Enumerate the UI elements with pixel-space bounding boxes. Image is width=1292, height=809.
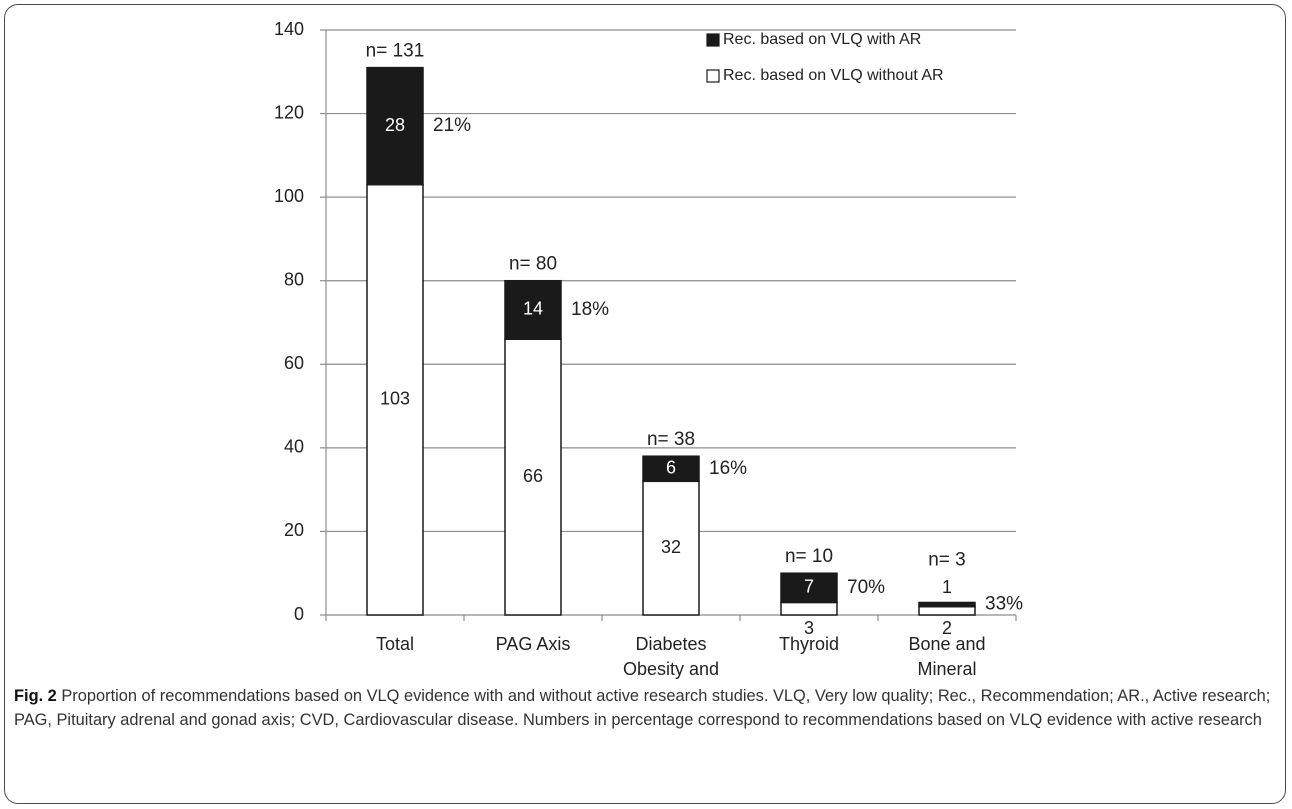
gridlines [326, 29, 1016, 533]
legend-label-0: Rec. based on VLQ with AR [723, 31, 921, 48]
x-label-4-line-1: Mineral [917, 659, 976, 679]
x-label-3-line-0: Thyroid [779, 634, 839, 654]
legend-swatch-0 [706, 33, 720, 47]
total-label-1: n= 80 [509, 254, 557, 275]
y-tick-label-80: 80 [284, 269, 304, 289]
bar-upper-4 [918, 601, 976, 608]
bar-upper-0 [366, 66, 424, 186]
value-label-upper-2: 6 [666, 458, 676, 478]
value-label-upper-1: 14 [523, 299, 543, 319]
y-tick-label-140: 140 [274, 19, 304, 39]
bar-lower-0 [366, 183, 424, 616]
value-label-upper-0: 28 [385, 115, 405, 135]
total-label-0: n= 131 [366, 41, 425, 62]
total-label-2: n= 38 [647, 429, 695, 450]
percent-label-2: 16% [709, 458, 747, 479]
y-tick-label-60: 60 [284, 353, 304, 373]
y-tick-label-100: 100 [274, 186, 304, 206]
bar-lower-4 [918, 605, 976, 616]
bar-upper-1 [504, 279, 562, 340]
bar-upper-2 [642, 455, 700, 483]
total-label-4: n= 3 [928, 549, 966, 570]
x-label-2-line-1: Obesity and [623, 659, 719, 679]
bar-upper-3 [780, 572, 838, 604]
x-label-1-line-0: PAG Axis [496, 634, 571, 654]
y-tick-label-20: 20 [284, 520, 304, 540]
value-label-lower-0: 103 [380, 389, 410, 409]
y-tick-label-120: 120 [274, 102, 304, 122]
value-label-lower-3: 3 [804, 618, 814, 638]
legend-swatch-1 [706, 69, 720, 83]
caption-label: Fig. 2 [14, 687, 57, 705]
y-tick-label-40: 40 [284, 437, 304, 457]
y-tick-label-0: 0 [294, 604, 304, 624]
bar-lower-3 [780, 601, 838, 616]
caption-text: Proportion of recommendations based on V… [14, 687, 1271, 729]
x-label-2-line-0: Diabetes [635, 634, 706, 654]
legend: Rec. based on VLQ with AR Rec. based on V… [706, 31, 944, 84]
value-label-upper-4: 1 [942, 577, 952, 597]
y-axis-ticks: 0 20 40 60 80 100 120 140 [274, 19, 326, 624]
legend-label-1: Rec. based on VLQ without AR [723, 67, 944, 84]
value-label-lower-1: 66 [523, 466, 543, 486]
x-label-4-line-0: Bone and [908, 634, 985, 654]
percent-label-3: 70% [847, 577, 885, 598]
value-label-upper-3: 7 [804, 577, 814, 597]
total-label-3: n= 10 [785, 546, 833, 567]
bars [366, 66, 976, 616]
value-label-lower-4: 2 [942, 618, 952, 638]
value-label-lower-2: 32 [661, 537, 681, 557]
figure-frame [4, 4, 1286, 804]
percent-label-0: 21% [433, 115, 471, 136]
bar-lower-2 [642, 480, 700, 616]
data-labels: 103 28 n= 131 21% 66 14 n= 80 18% 32 6 n= 38 16% 3 7 n… [366, 41, 1023, 638]
figure-caption: Fig. 2 Proportion of recommendations bas… [14, 684, 1278, 732]
x-label-0-line-0: Total [376, 634, 414, 654]
bar-lower-1 [504, 338, 562, 616]
stacked-bar-chart: 0 20 40 60 80 100 120 140 103 28 n= 131 21% 66 14 n= … [274, 19, 1023, 679]
percent-label-4: 33% [985, 594, 1023, 615]
percent-label-1: 18% [571, 299, 609, 320]
